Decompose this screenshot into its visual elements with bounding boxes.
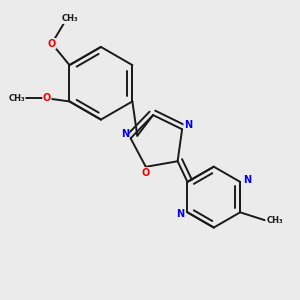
- Text: O: O: [48, 38, 56, 49]
- Text: N: N: [243, 175, 251, 185]
- Text: N: N: [121, 129, 129, 140]
- Text: O: O: [142, 168, 150, 178]
- Text: CH₃: CH₃: [8, 94, 25, 103]
- Text: O: O: [43, 94, 51, 103]
- Text: CH₃: CH₃: [61, 14, 78, 23]
- Text: N: N: [176, 209, 184, 219]
- Text: CH₃: CH₃: [266, 216, 283, 225]
- Text: N: N: [184, 120, 192, 130]
